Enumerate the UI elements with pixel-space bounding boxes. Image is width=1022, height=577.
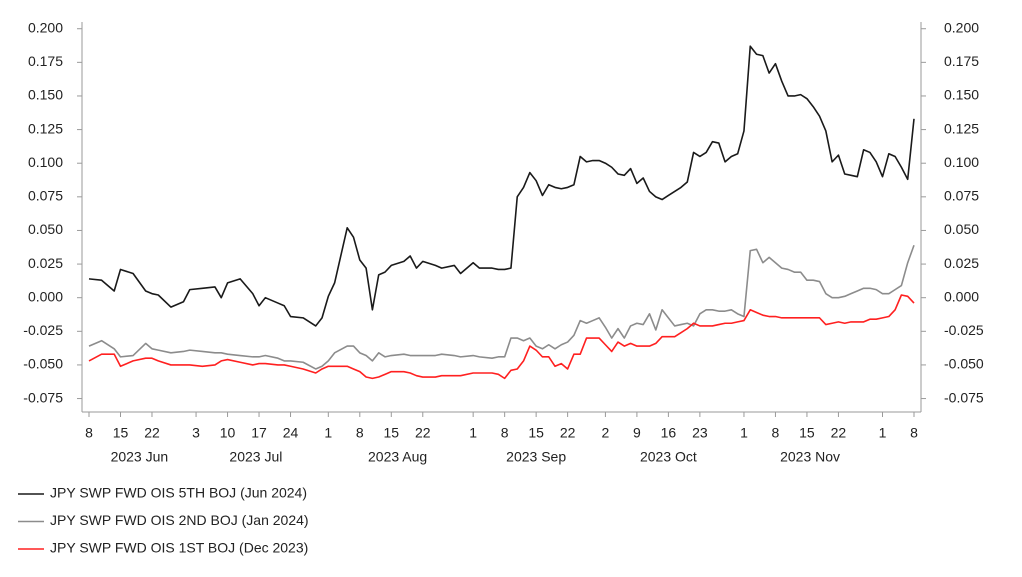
x-tick-label: 23 — [692, 425, 708, 441]
y-tick-label: 0.150 — [28, 87, 63, 103]
y-tick-label: 0.000 — [28, 288, 63, 304]
y2-tick-label: 0.100 — [944, 154, 979, 170]
x-tick-label: 8 — [356, 425, 364, 441]
y-tick-label: 0.025 — [28, 255, 63, 271]
x-tick-label: 1 — [469, 425, 477, 441]
x-tick-label: 8 — [85, 425, 93, 441]
y-tick-label: -0.025 — [23, 322, 63, 338]
x-tick-label: 17 — [251, 425, 267, 441]
x-tick-label: 8 — [772, 425, 780, 441]
y2-tick-label: -0.025 — [944, 322, 984, 338]
legend-label: JPY SWP FWD OIS 2ND BOJ (Jan 2024) — [50, 512, 309, 528]
x-tick-label: 9 — [633, 425, 641, 441]
x-tick-label: 22 — [560, 425, 576, 441]
y2-tick-label: 0.000 — [944, 288, 979, 304]
y2-tick-label: 0.075 — [944, 188, 979, 204]
x-group-label: 2023 Nov — [780, 449, 840, 465]
x-tick-label: 3 — [192, 425, 200, 441]
x-tick-label: 15 — [528, 425, 544, 441]
x-tick-label: 16 — [661, 425, 677, 441]
x-group-label: 2023 Sep — [506, 449, 566, 465]
y-tick-label: 0.175 — [28, 53, 63, 69]
y-tick-label: -0.075 — [23, 389, 63, 405]
y2-tick-label: 0.025 — [944, 255, 979, 271]
x-group-label: 2023 Aug — [368, 449, 427, 465]
y2-tick-label: -0.075 — [944, 389, 984, 405]
x-tick-label: 15 — [384, 425, 400, 441]
y2-tick-label: 0.125 — [944, 120, 979, 136]
x-tick-label: 1 — [879, 425, 887, 441]
y-tick-label: -0.050 — [23, 356, 63, 372]
x-tick-label: 8 — [501, 425, 509, 441]
legend-label: JPY SWP FWD OIS 1ST BOJ (Dec 2023) — [50, 540, 308, 556]
x-tick-label: 15 — [799, 425, 815, 441]
x-tick-label: 24 — [283, 425, 299, 441]
y-tick-label: 0.050 — [28, 221, 63, 237]
x-tick-label: 2 — [602, 425, 610, 441]
series-line — [88, 45, 915, 327]
legend-label: JPY SWP FWD OIS 5TH BOJ (Jun 2024) — [50, 485, 307, 501]
y2-tick-label: 0.150 — [944, 87, 979, 103]
x-tick-label: 8 — [910, 425, 918, 441]
y-tick-label: 0.125 — [28, 120, 63, 136]
series-line — [88, 294, 915, 380]
y-tick-label: 0.075 — [28, 188, 63, 204]
x-tick-label: 22 — [415, 425, 431, 441]
y2-tick-label: -0.050 — [944, 356, 984, 372]
series-line — [88, 244, 915, 370]
x-tick-label: 22 — [831, 425, 847, 441]
x-tick-label: 22 — [144, 425, 160, 441]
x-tick-label: 15 — [113, 425, 129, 441]
x-tick-label: 1 — [324, 425, 332, 441]
x-tick-label: 1 — [740, 425, 748, 441]
y2-tick-label: 0.175 — [944, 53, 979, 69]
y2-tick-label: 0.200 — [944, 19, 979, 35]
y-tick-label: 0.100 — [28, 154, 63, 170]
y2-tick-label: 0.050 — [944, 221, 979, 237]
y-tick-label: 0.200 — [28, 19, 63, 35]
x-group-label: 2023 Jul — [229, 449, 282, 465]
x-tick-label: 10 — [220, 425, 236, 441]
x-group-label: 2023 Jun — [111, 449, 169, 465]
x-group-label: 2023 Oct — [640, 449, 697, 465]
